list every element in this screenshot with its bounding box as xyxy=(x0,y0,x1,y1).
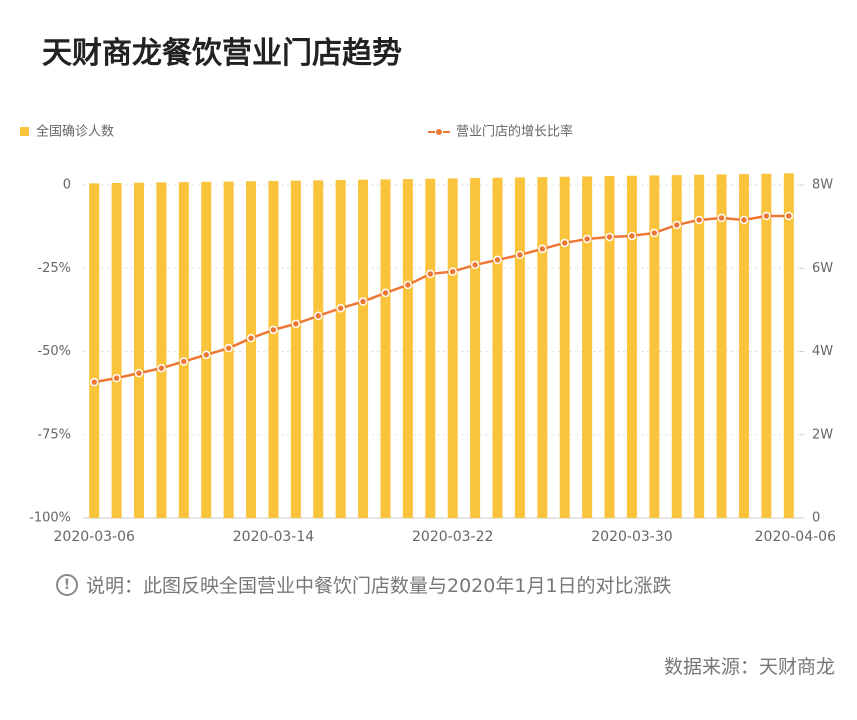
bar xyxy=(626,175,637,518)
bar xyxy=(111,183,122,518)
point xyxy=(134,368,144,378)
bar xyxy=(402,179,413,519)
legend-swatch xyxy=(435,128,443,136)
point xyxy=(448,267,457,276)
point xyxy=(739,215,749,225)
point xyxy=(605,232,614,242)
bar xyxy=(470,178,481,518)
point xyxy=(246,333,256,343)
y-tick-label: -75% xyxy=(37,427,71,442)
bar xyxy=(313,180,324,518)
point xyxy=(336,303,345,313)
y2-tick-label: 8W xyxy=(812,178,833,193)
point xyxy=(762,211,771,221)
bar xyxy=(492,177,503,518)
point xyxy=(650,228,659,238)
point xyxy=(560,238,569,248)
bar xyxy=(134,182,145,518)
point xyxy=(291,319,301,329)
point xyxy=(269,325,278,335)
bar xyxy=(335,180,346,518)
point xyxy=(515,250,525,260)
bar xyxy=(156,182,167,518)
legend-label: 营业门店的增长比率 xyxy=(456,124,573,140)
point xyxy=(694,215,704,225)
line xyxy=(93,214,789,384)
y-tick-label: 0 xyxy=(63,178,71,193)
bar xyxy=(514,177,525,518)
point xyxy=(784,211,794,221)
point xyxy=(538,244,547,254)
chart-title: 天财商龙餐饮营业门店趋势 xyxy=(42,36,402,71)
bar xyxy=(582,176,593,519)
y2-tick-label: 2W xyxy=(812,427,833,442)
point xyxy=(381,288,390,298)
point xyxy=(89,377,99,387)
bar xyxy=(201,181,212,519)
bar xyxy=(559,176,570,519)
point xyxy=(582,234,592,244)
bar xyxy=(246,181,257,518)
bar xyxy=(380,179,391,519)
bar xyxy=(89,183,100,518)
bar xyxy=(783,173,794,518)
point xyxy=(426,269,435,279)
x-tick-label: 2020-03-06 xyxy=(54,529,135,545)
bar xyxy=(716,174,727,518)
note: 说明：此图反映全国营业中餐饮门店数量与2020年1月1日的对比涨跌 xyxy=(86,575,672,597)
source: 数据来源：天财商龙 xyxy=(663,656,835,678)
bar xyxy=(671,175,682,518)
point xyxy=(358,297,368,306)
bar xyxy=(537,177,548,518)
x-tick-label: 2020-03-14 xyxy=(233,529,314,545)
bar xyxy=(761,173,772,519)
point xyxy=(201,350,211,360)
bar xyxy=(178,182,189,518)
y-tick-label: -100% xyxy=(29,511,71,526)
bar xyxy=(290,180,301,518)
y2-tick-label: 6W xyxy=(812,261,833,276)
x-tick-label: 2020-04-06 xyxy=(755,529,836,545)
point xyxy=(470,260,480,270)
point xyxy=(672,220,682,230)
x-tick-label: 2020-03-22 xyxy=(412,529,493,545)
bar xyxy=(425,178,436,518)
x-tick-label: 2020-03-30 xyxy=(591,529,672,545)
point xyxy=(717,213,726,223)
point xyxy=(179,357,189,366)
chart: 全国确诊人数 营业门店的增长比率 0 -25% -50% -75% -100% 0 2W 4W… xyxy=(20,124,836,545)
point xyxy=(112,373,121,383)
point xyxy=(403,280,413,290)
info-icon: ! xyxy=(56,574,78,596)
bar xyxy=(649,175,660,518)
bar xyxy=(604,176,615,518)
y2-tick-label: 4W xyxy=(812,344,833,359)
y-tick-label: -25% xyxy=(37,261,71,276)
bar xyxy=(694,174,705,518)
point xyxy=(627,231,637,241)
y2-tick-label: 0 xyxy=(812,511,820,526)
bar xyxy=(738,174,749,519)
point xyxy=(493,255,502,265)
y-tick-label: -50% xyxy=(37,344,71,359)
bar xyxy=(447,178,458,518)
legend-swatch xyxy=(20,127,29,136)
point xyxy=(224,343,233,353)
bar xyxy=(268,180,279,518)
bar xyxy=(358,179,369,518)
point xyxy=(157,363,166,373)
point xyxy=(314,311,323,321)
legend-label: 全国确诊人数 xyxy=(36,124,114,140)
